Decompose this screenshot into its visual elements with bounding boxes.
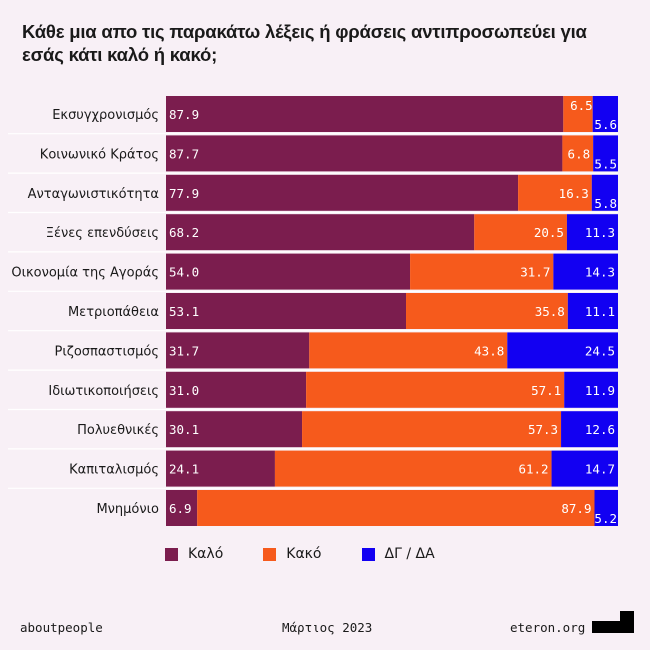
bar-segment-good	[166, 174, 519, 211]
data-label: 77.9	[169, 186, 199, 201]
bar-segment-bad	[302, 411, 562, 448]
data-label: 54.0	[169, 265, 199, 280]
data-label: 5.5	[594, 156, 617, 171]
bar-segment-good	[166, 450, 275, 487]
bar-segment-good	[166, 293, 407, 329]
data-label: 11.1	[585, 304, 615, 319]
data-label: 6.9	[169, 501, 192, 516]
bar-segment-dk	[591, 174, 618, 211]
bar-segment-dk	[553, 253, 618, 290]
data-label: 57.1	[531, 383, 561, 398]
bar-segment-good	[166, 214, 475, 251]
data-label: 68.2	[169, 225, 199, 240]
category-label: Ριζοσπαστισμός	[55, 344, 159, 359]
legend-item-good: Καλό	[165, 546, 223, 562]
bar-segment-dk	[561, 411, 618, 448]
data-label: 87.9	[561, 501, 591, 516]
data-label: 20.5	[534, 225, 564, 240]
category-label: Πολυεθνικές	[77, 423, 159, 438]
legend-swatch-good	[165, 547, 178, 561]
legend-item-bad: Κακό	[263, 546, 322, 562]
legend-swatch-bad	[263, 547, 277, 561]
footer-source: aboutpeople	[20, 620, 103, 635]
bar-segment-bad	[406, 293, 568, 329]
data-label: 16.3	[559, 186, 589, 201]
category-label: Μνημόνιο	[96, 502, 159, 517]
category-label: Οικονομία της Αγοράς	[11, 266, 159, 281]
legend: Καλό Κακό ΔΓ / ΔΑ	[165, 546, 475, 562]
data-label: 24.5	[585, 343, 615, 358]
bar-segment-dk	[593, 135, 618, 172]
data-label: 31.7	[169, 343, 199, 358]
legend-label-dk: ΔΓ / ΔΑ	[384, 546, 435, 562]
data-label: 5.8	[594, 196, 617, 211]
bar-segment-bad	[563, 96, 593, 132]
legend-swatch-dk	[361, 547, 375, 561]
category-label: Εκσυγχρονισμός	[52, 108, 159, 123]
data-label: 31.0	[169, 383, 199, 398]
legend-label-good: Καλό	[188, 546, 224, 562]
data-label: 5.6	[594, 117, 617, 132]
bar-segment-bad	[197, 490, 595, 526]
data-label: 87.7	[169, 146, 199, 161]
category-label: Μετριοπάθεια	[68, 305, 159, 320]
data-label: 6.8	[568, 146, 591, 161]
bar-segment-bad	[309, 332, 508, 369]
category-label: Ιδιωτικοποιήσεις	[48, 384, 159, 399]
bar-segment-bad	[410, 253, 554, 290]
legend-label-bad: Κακό	[286, 546, 322, 562]
bar-segment-bad	[562, 135, 594, 172]
data-label: 57.3	[528, 422, 558, 437]
bar-segment-dk	[507, 332, 618, 369]
data-label: 31.7	[520, 265, 550, 280]
bar-segment-good	[166, 371, 307, 408]
data-label: 24.1	[169, 462, 199, 477]
eteron-logo-icon	[592, 611, 634, 633]
data-label: 6.5	[570, 98, 593, 113]
bar-segment-dk	[594, 490, 618, 526]
data-label: 14.7	[585, 462, 615, 477]
chart-title: Κάθε μια απο τις παρακάτω λέξεις ή φράσε…	[22, 21, 587, 65]
data-label: 11.9	[585, 383, 615, 398]
bar-segment-dk	[551, 450, 618, 487]
bar-segment-good	[166, 332, 310, 369]
bar-segment-bad	[274, 450, 552, 487]
category-label: Κοινωνικό Κράτος	[40, 147, 159, 162]
legend-item-dk: ΔΓ / ΔΑ	[361, 546, 435, 562]
data-label: 35.8	[535, 304, 565, 319]
data-label: 61.2	[518, 462, 548, 477]
data-label: 14.3	[585, 265, 615, 280]
bar-segment-bad	[518, 174, 592, 211]
category-label: Ξένες επενδύσεις	[46, 226, 159, 241]
stacked-bar-chart: Εκσυγχρονισμός 87.9 6.55.6 Κοινωνικό Κράτος…	[8, 96, 618, 526]
data-label: 43.8	[474, 343, 504, 358]
data-label: 53.1	[169, 304, 199, 319]
bar-segment-dk	[567, 293, 618, 329]
data-label: 87.9	[169, 107, 199, 122]
footer-website: eteron.org	[510, 620, 586, 635]
bar-segment-bad	[474, 214, 567, 251]
category-label: Ανταγωνιστικότητα	[28, 187, 159, 202]
bar-segment-dk	[592, 96, 618, 132]
footer-date: Μάρτιος 2023	[282, 620, 373, 635]
bar-segment-dk	[566, 214, 618, 251]
data-label: 5.2	[594, 511, 617, 526]
bar-segment-good	[166, 411, 303, 448]
bar-segment-good	[166, 253, 411, 290]
data-label: 11.3	[585, 225, 615, 240]
bar-segment-dk	[564, 371, 618, 408]
data-label: 30.1	[169, 422, 199, 437]
category-label: Καπιταλισμός	[69, 463, 159, 478]
bar-segment-bad	[306, 371, 565, 408]
bar-segment-good	[166, 490, 198, 526]
bar-segment-good	[166, 135, 563, 172]
data-label: 12.6	[585, 422, 615, 437]
bar-segment-good	[166, 96, 564, 132]
